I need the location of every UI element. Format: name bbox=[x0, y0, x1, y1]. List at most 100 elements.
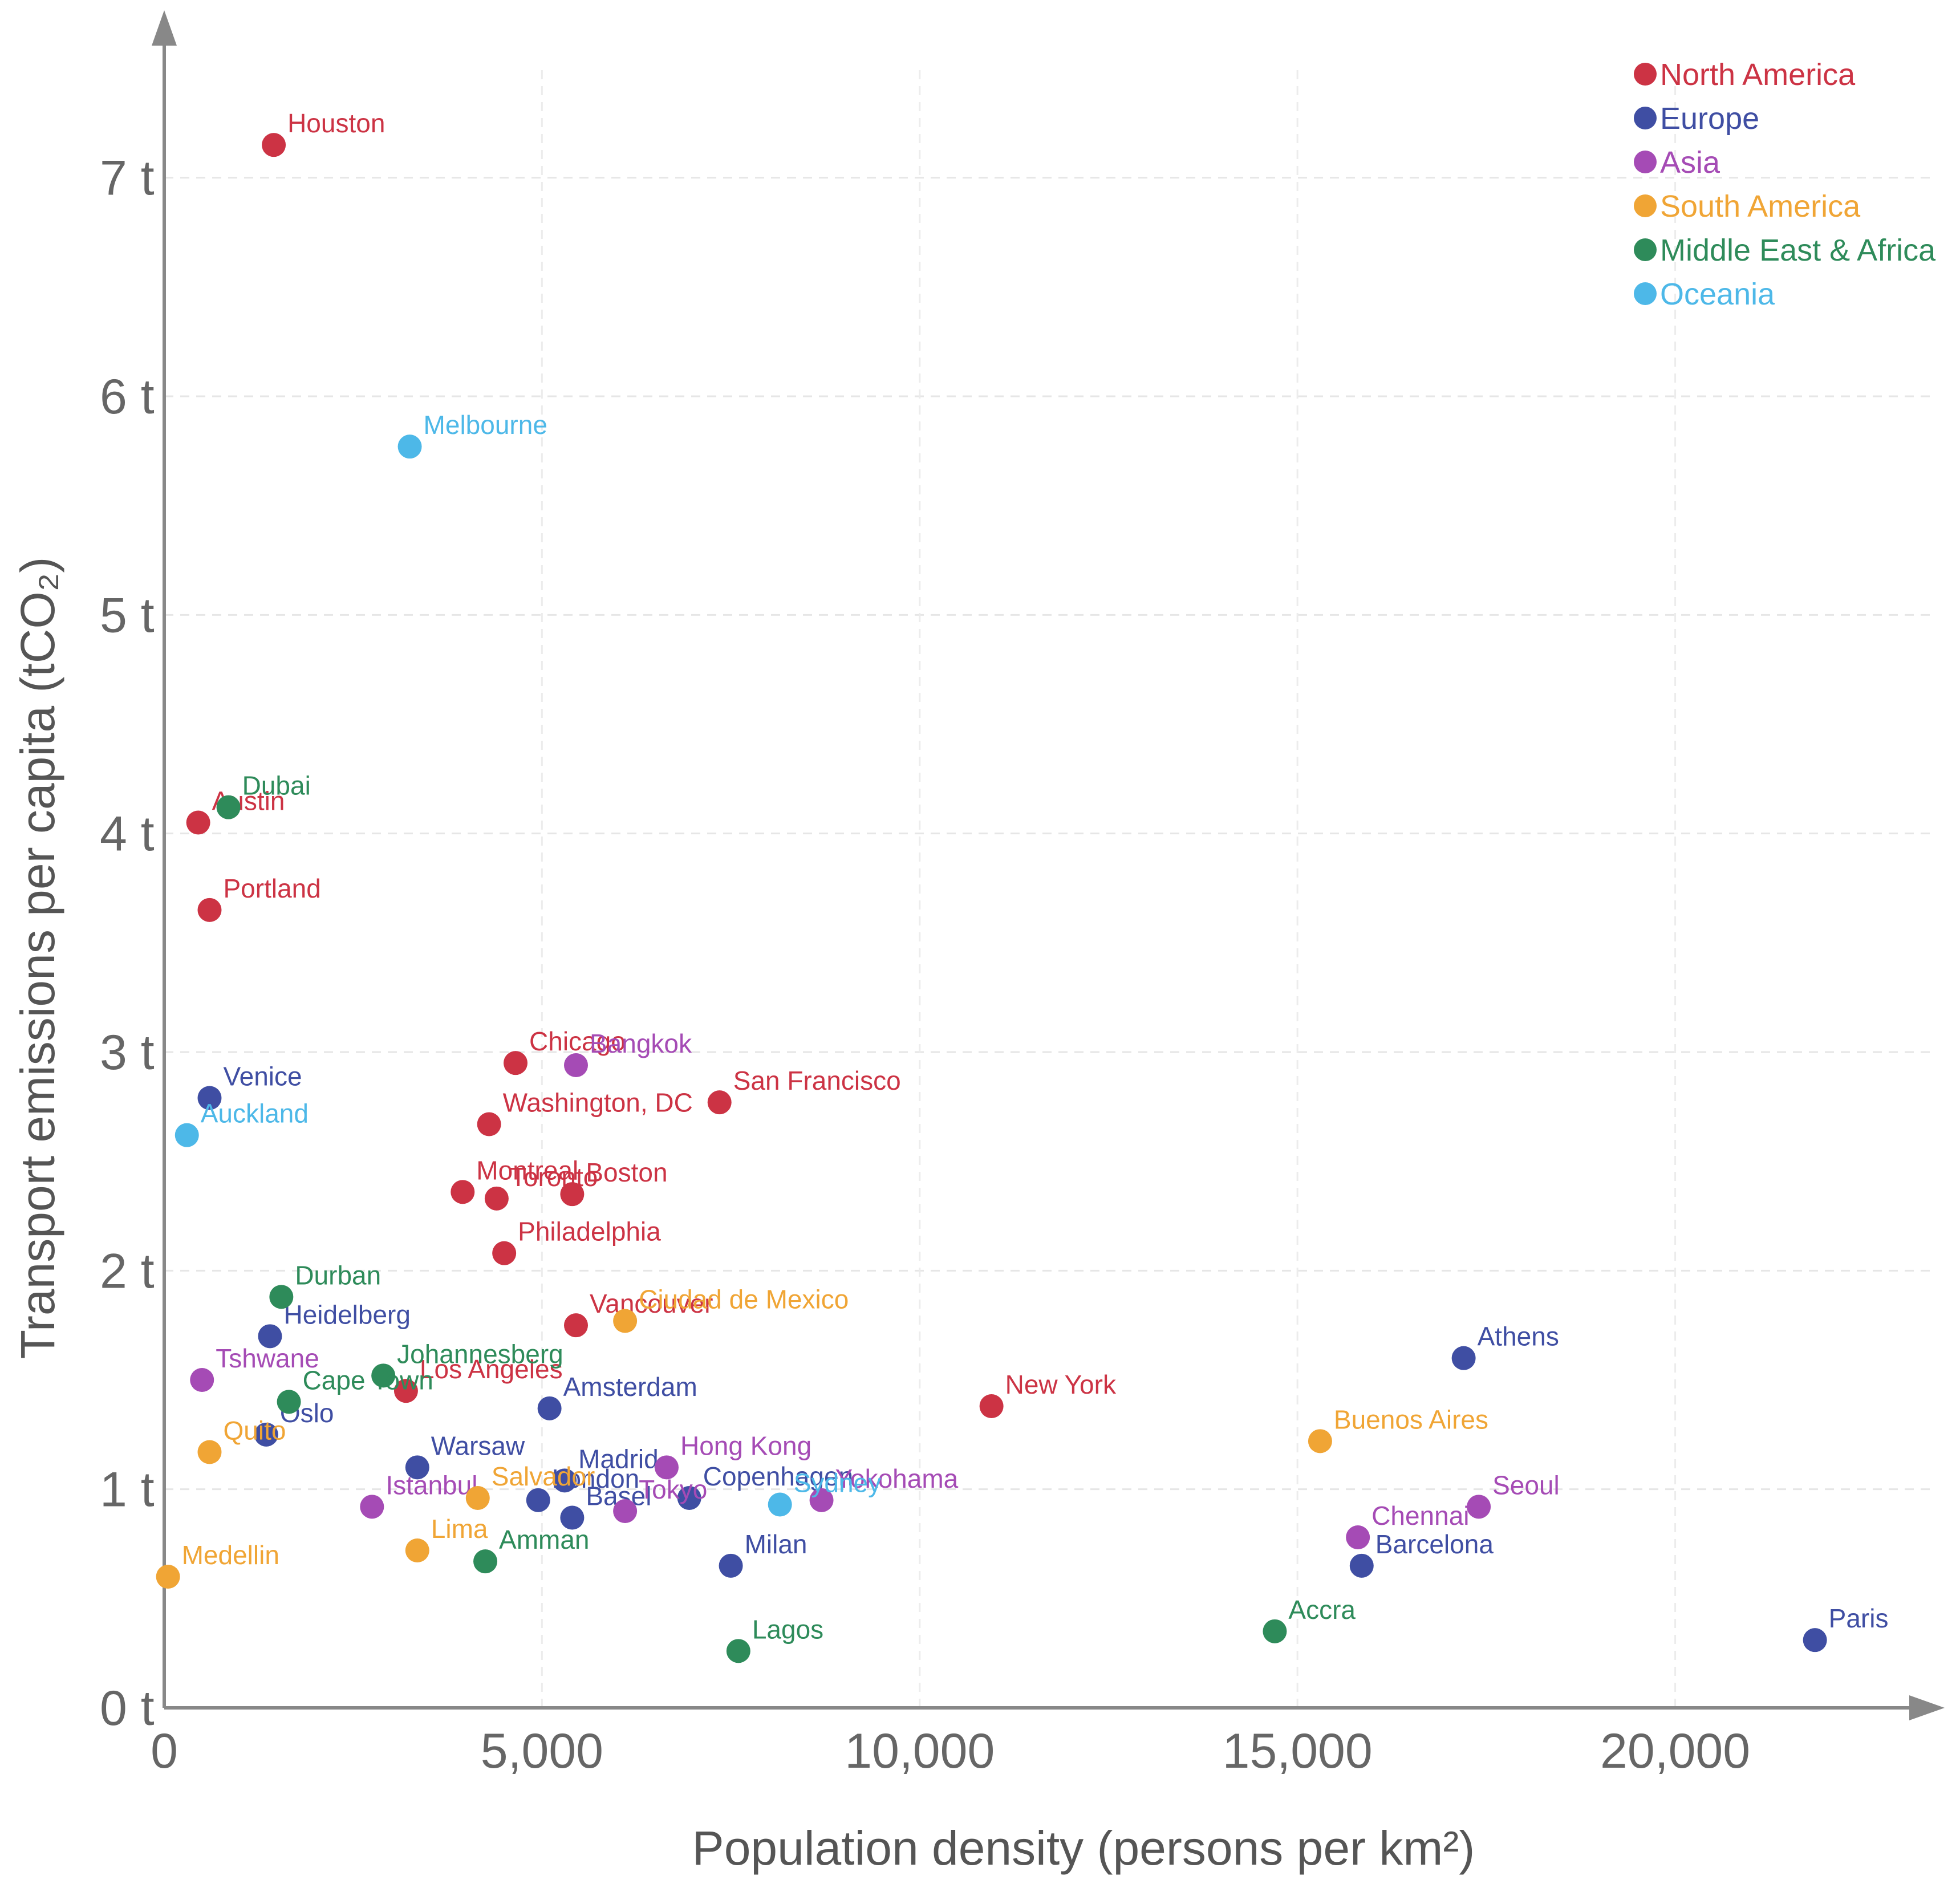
point-label: Chennai bbox=[1371, 1501, 1469, 1530]
point-label: Yokohama bbox=[835, 1464, 959, 1493]
data-point bbox=[564, 1313, 589, 1338]
legend-label: Oceania bbox=[1660, 277, 1775, 311]
x-tick-label: 5,000 bbox=[481, 1724, 603, 1779]
grid-lines bbox=[164, 68, 1936, 1708]
data-point bbox=[484, 1186, 509, 1211]
y-tick-label: 1 t bbox=[100, 1463, 155, 1517]
data-point bbox=[262, 133, 286, 157]
data-point bbox=[197, 898, 222, 922]
data-point bbox=[677, 1486, 701, 1510]
point-label: Madrid bbox=[578, 1444, 659, 1473]
data-point bbox=[613, 1309, 638, 1333]
axes bbox=[152, 10, 1945, 1720]
data-point bbox=[405, 1455, 429, 1480]
y-axis-title: Transport emissions per capita (tCO₂) bbox=[11, 557, 64, 1359]
legend-marker bbox=[1634, 107, 1657, 129]
legend: North America Europe Asia South America Midd… bbox=[1634, 58, 1936, 311]
point-label: Los Angeles bbox=[420, 1354, 563, 1384]
point-label: Amman bbox=[499, 1525, 589, 1554]
y-tick-label: 2 t bbox=[100, 1244, 155, 1298]
point-label: Paris bbox=[1829, 1603, 1889, 1633]
point-label: Lagos bbox=[752, 1614, 823, 1644]
point-label: Amsterdam bbox=[563, 1372, 697, 1402]
data-point bbox=[726, 1639, 750, 1663]
point-label: Salvador bbox=[492, 1461, 595, 1491]
legend-marker bbox=[1634, 151, 1657, 173]
point-label: Ciudad de Mexico bbox=[639, 1285, 849, 1314]
data-point bbox=[405, 1538, 429, 1562]
point-label: Chicago bbox=[529, 1026, 626, 1056]
x-axis-title: Population density (persons per km²) bbox=[692, 1821, 1475, 1875]
point-label: Cape Town bbox=[303, 1365, 433, 1395]
x-tick-label: 20,000 bbox=[1600, 1724, 1750, 1779]
legend-label: Europe bbox=[1660, 102, 1759, 136]
point-label: Milan bbox=[745, 1529, 807, 1559]
point-label: San Francisco bbox=[733, 1066, 901, 1095]
point-label: Hong Kong bbox=[680, 1431, 811, 1460]
point-label: Philadelphia bbox=[518, 1217, 661, 1247]
point-label: Durban bbox=[295, 1260, 381, 1290]
point-label: Barcelona bbox=[1375, 1529, 1494, 1559]
data-point bbox=[979, 1394, 1004, 1418]
data-point bbox=[175, 1123, 199, 1147]
point-label: Lima bbox=[431, 1514, 488, 1544]
x-tick-label: 15,000 bbox=[1223, 1724, 1373, 1779]
data-point bbox=[277, 1390, 301, 1414]
legend-marker bbox=[1634, 282, 1657, 305]
point-label: Quito bbox=[223, 1416, 286, 1446]
legend-marker bbox=[1634, 194, 1657, 217]
data-point bbox=[186, 810, 210, 835]
point-label: Seoul bbox=[1492, 1470, 1560, 1500]
y-tick-label: 7 t bbox=[100, 151, 155, 206]
point-label: Houston bbox=[287, 108, 385, 138]
data-point bbox=[1803, 1628, 1827, 1653]
data-point bbox=[564, 1053, 589, 1077]
data-point bbox=[397, 435, 422, 459]
data-point bbox=[393, 1379, 418, 1403]
data-point bbox=[269, 1285, 294, 1309]
data-point bbox=[216, 795, 241, 819]
point-label: Athens bbox=[1478, 1322, 1559, 1351]
point-label: Sydney bbox=[794, 1468, 881, 1498]
data-point bbox=[1467, 1495, 1491, 1519]
point-label: Tshwane bbox=[216, 1343, 319, 1373]
data-point bbox=[526, 1488, 550, 1512]
data-point bbox=[560, 1505, 585, 1530]
point-label: Warsaw bbox=[431, 1431, 525, 1460]
data-point bbox=[197, 1086, 222, 1110]
data-point bbox=[190, 1368, 214, 1392]
y-tick-label: 3 t bbox=[100, 1025, 155, 1080]
data-point bbox=[492, 1241, 517, 1265]
data-point bbox=[613, 1499, 638, 1523]
data-point bbox=[537, 1396, 562, 1420]
point-label: Boston bbox=[586, 1158, 667, 1187]
data-point bbox=[371, 1363, 396, 1388]
point-label: Heidelberg bbox=[283, 1300, 410, 1329]
legend-label: Middle East & Africa bbox=[1660, 233, 1936, 267]
data-point bbox=[504, 1051, 528, 1075]
point-label: Medellin bbox=[182, 1540, 279, 1570]
data-point bbox=[1308, 1429, 1332, 1454]
point-label: Washington, DC bbox=[503, 1088, 693, 1118]
x-axis-arrow bbox=[1909, 1695, 1945, 1720]
data-point bbox=[553, 1468, 577, 1493]
point-label: Accra bbox=[1288, 1595, 1356, 1625]
legend-label: Asia bbox=[1660, 145, 1720, 180]
point-label: Dubai bbox=[242, 771, 311, 801]
data-point bbox=[156, 1565, 180, 1589]
point-label: Venice bbox=[223, 1062, 302, 1091]
data-point bbox=[719, 1553, 743, 1578]
x-tick-label: 0 bbox=[151, 1724, 178, 1779]
point-label: London bbox=[552, 1464, 639, 1493]
legend-marker bbox=[1634, 63, 1657, 86]
data-point bbox=[1349, 1553, 1374, 1578]
point-label: Auckland bbox=[201, 1099, 309, 1128]
point-label: Vancouver bbox=[590, 1289, 713, 1318]
y-tick-label: 0 t bbox=[100, 1681, 155, 1736]
data-point bbox=[654, 1455, 679, 1480]
y-axis-arrow bbox=[152, 10, 177, 46]
point-label: Montreal bbox=[476, 1155, 578, 1185]
point-label: Johannesberg bbox=[397, 1339, 563, 1369]
y-tick-label: 5 t bbox=[100, 588, 155, 643]
